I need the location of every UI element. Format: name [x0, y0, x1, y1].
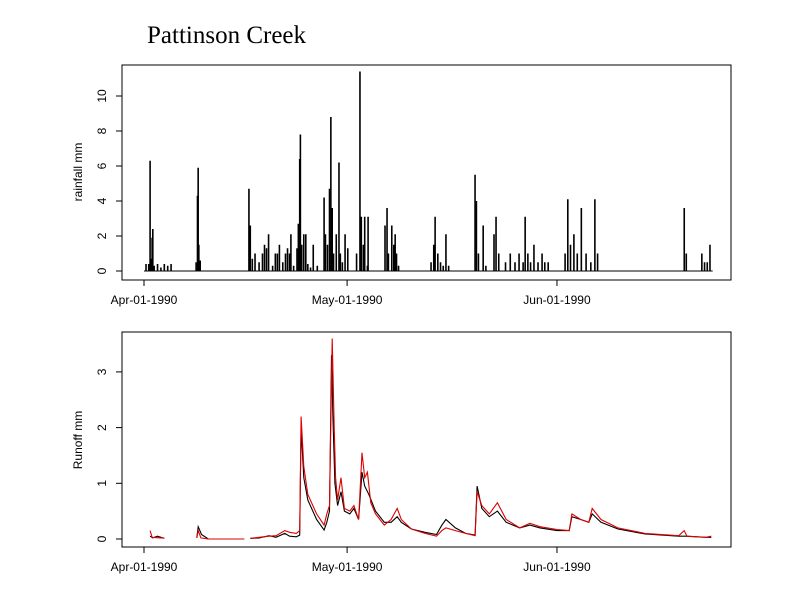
- runoff-simulated-line: [196, 528, 245, 540]
- x-tick-label: Apr-01-1990: [111, 293, 178, 307]
- y-tick-label: 3: [95, 368, 109, 375]
- y-tick-label: 8: [95, 127, 109, 134]
- runoff-simulated-line: [149, 530, 165, 539]
- runoff-plot-frame: [121, 331, 732, 548]
- x-tick-label: Apr-01-1990: [111, 560, 178, 574]
- runoff-y-axis-label: Runoff mm: [71, 411, 85, 469]
- x-tick-label: May-01-1990: [312, 293, 383, 307]
- runoff-observed-line: [196, 524, 245, 540]
- x-tick-label: Jun-01-1990: [523, 293, 591, 307]
- y-tick-label: 4: [95, 197, 109, 204]
- y-tick-label: 6: [95, 162, 109, 169]
- y-tick-label: 0: [95, 267, 109, 274]
- runoff-simulated-line: [250, 338, 712, 539]
- y-tick-label: 1: [95, 480, 109, 487]
- y-tick-label: 0: [95, 535, 109, 542]
- rainfall-panel: 0 2 4 6 8 10 Apr-01-1990 May-01-1990 Jun-01-1990…: [71, 64, 732, 307]
- x-tick-label: May-01-1990: [312, 560, 383, 574]
- x-tick-label: Jun-01-1990: [523, 560, 591, 574]
- rainfall-bars: [144, 71, 713, 272]
- runoff-observed-line: [250, 355, 712, 539]
- runoff-panel: 0 1 2 3 Apr-01-1990 May-01-1990 Jun-01-1990 Ru…: [71, 331, 732, 574]
- y-tick-label: 10: [95, 89, 109, 103]
- y-tick-label: 2: [95, 424, 109, 431]
- rainfall-plot-frame: [121, 64, 732, 281]
- chart-title: Pattinson Creek: [147, 22, 307, 49]
- y-tick-label: 2: [95, 232, 109, 239]
- rainfall-y-axis-label: rainfall mm: [71, 143, 85, 202]
